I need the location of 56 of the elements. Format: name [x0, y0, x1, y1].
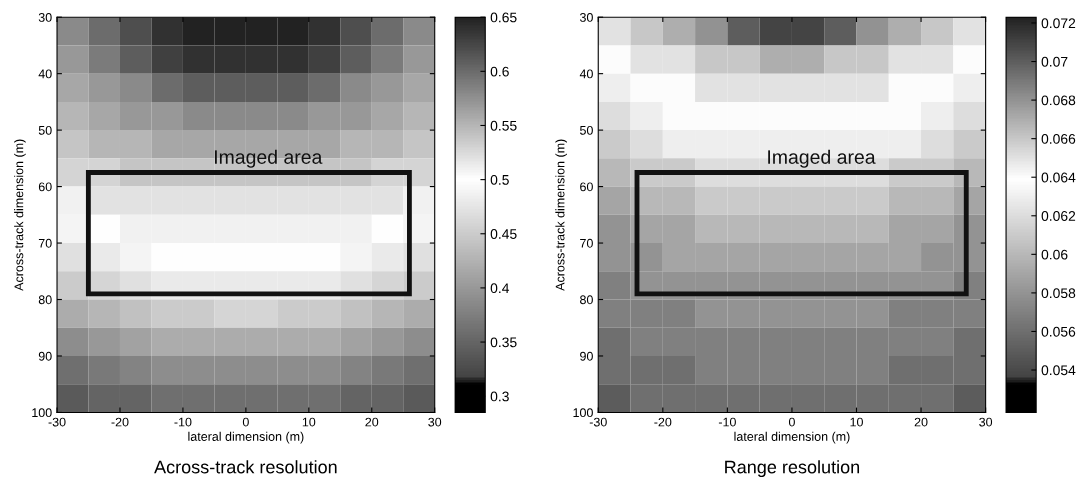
y-tick-label: 50 — [579, 125, 593, 135]
y-axis-title: Across-track dimension (m) — [14, 139, 26, 291]
color-bar-label: 0.072 — [1041, 18, 1076, 29]
x-tick-label: 20 — [914, 417, 928, 427]
text: Range resolution — [725, 460, 860, 478]
y-tick-label: 80 — [580, 295, 593, 305]
color-bar-label: 0.062 — [1041, 211, 1076, 221]
x-tick-label: 10 — [850, 417, 863, 427]
y-tick-label: 50 — [38, 125, 52, 135]
x-tick-label: 0 — [788, 417, 795, 427]
color-bar-label: 0.6 — [490, 66, 509, 77]
x-tick-label: 30 — [979, 417, 993, 427]
x-tick-label: -20 — [654, 417, 672, 427]
x-tick-label: -10 — [174, 417, 192, 427]
color-bar-label: 0.3 — [490, 391, 509, 402]
y-tick-label: 60 — [38, 182, 52, 192]
y-tick-label: 90 — [38, 351, 52, 361]
color-bar-label: 0.55 — [490, 120, 517, 131]
y-tick-label: 100 — [573, 408, 593, 418]
color-bar-label: 0.068 — [1041, 95, 1076, 106]
x-tick-label: -30 — [48, 417, 66, 427]
y-tick-label: 30 — [579, 12, 593, 22]
color-bar-label: 0.056 — [1041, 326, 1076, 337]
color-bar-label: 0.06 — [1041, 249, 1068, 260]
color-bar-label: 0.45 — [490, 229, 517, 239]
color-bar-label: 0.5 — [490, 174, 509, 185]
annotation: Imaged area — [214, 149, 323, 168]
x-tick-label: -30 — [589, 417, 607, 427]
y-tick-label: 100 — [32, 408, 52, 418]
y-axis-title: Across-track dimension (m) — [555, 139, 567, 291]
color-bar-label: 0.35 — [490, 337, 517, 348]
color-bar-label: 0.4 — [490, 283, 510, 294]
x-tick-label: 30 — [428, 417, 442, 427]
x-tick-label: -20 — [111, 417, 129, 427]
color-bar-label: 0.064 — [1041, 172, 1076, 183]
y-tick-label: 40 — [38, 69, 52, 79]
color-bar-label: 0.058 — [1041, 288, 1076, 299]
y-tick-label: 40 — [579, 69, 593, 79]
x-tick-label: 0 — [242, 417, 249, 427]
color-bar-label: 0.054 — [1041, 365, 1076, 376]
annotation: Imaged area — [768, 149, 876, 168]
y-tick-label: 70 — [38, 238, 52, 248]
color-bar-label: 0.65 — [490, 12, 517, 23]
x-axis-title: lateral dimension (m) — [734, 431, 850, 444]
y-tick-label: 90 — [580, 351, 593, 361]
x-tick-label: -10 — [718, 417, 736, 427]
y-tick-label: 80 — [38, 295, 52, 305]
text: Across-track resolution — [154, 460, 337, 474]
x-tick-label: 20 — [365, 417, 379, 427]
y-tick-label: 30 — [38, 12, 52, 22]
x-tick-label: 10 — [302, 417, 316, 427]
color-bar-label: 0.066 — [1041, 133, 1076, 144]
y-tick-label: 60 — [580, 182, 593, 192]
color-bar-label: 0.07 — [1041, 56, 1068, 67]
y-tick-label: 70 — [580, 238, 593, 248]
x-axis-title: lateral dimension (m) — [188, 431, 304, 444]
